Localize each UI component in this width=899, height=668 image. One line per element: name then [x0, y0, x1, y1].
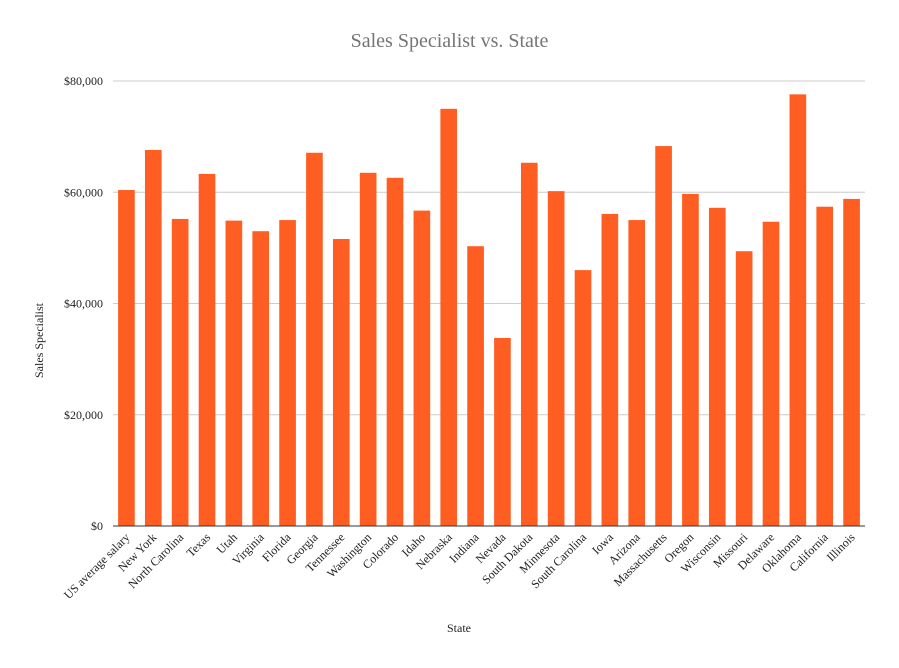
bar [279, 220, 296, 526]
y-tick-label: $80,000 [64, 74, 103, 88]
bar [440, 108, 458, 526]
bar [225, 220, 243, 526]
bar [601, 213, 619, 526]
chart-title: Sales Specialist vs. State [350, 30, 549, 52]
y-tick-label: $0 [91, 519, 103, 533]
bar [252, 231, 270, 526]
bar [547, 191, 565, 526]
bar [789, 94, 807, 526]
bar [144, 149, 162, 526]
bar [762, 221, 780, 526]
bar [574, 270, 592, 526]
y-axis-title: Sales Specialist [32, 302, 46, 378]
bars [118, 94, 860, 527]
bar [628, 220, 646, 526]
y-tick-label: $20,000 [64, 408, 103, 422]
bar [386, 177, 404, 526]
bar [735, 251, 753, 526]
bar [118, 190, 135, 526]
x-tick-label: Illinois [824, 530, 858, 564]
bar [198, 173, 216, 527]
bar [359, 172, 377, 526]
bar [843, 198, 860, 527]
bar [494, 337, 511, 526]
bar [467, 246, 484, 527]
y-tick-label: $60,000 [64, 185, 103, 199]
bar [816, 206, 834, 526]
x-axis-title: State [447, 621, 471, 635]
bar [413, 210, 431, 526]
bar [306, 152, 323, 526]
bar [682, 193, 699, 526]
bar [655, 146, 672, 527]
bar [708, 207, 726, 526]
x-tick-label: Texas [184, 530, 214, 560]
bar [520, 162, 538, 527]
bar [332, 238, 350, 526]
bar [171, 218, 189, 526]
y-tick-label: $40,000 [64, 297, 103, 311]
